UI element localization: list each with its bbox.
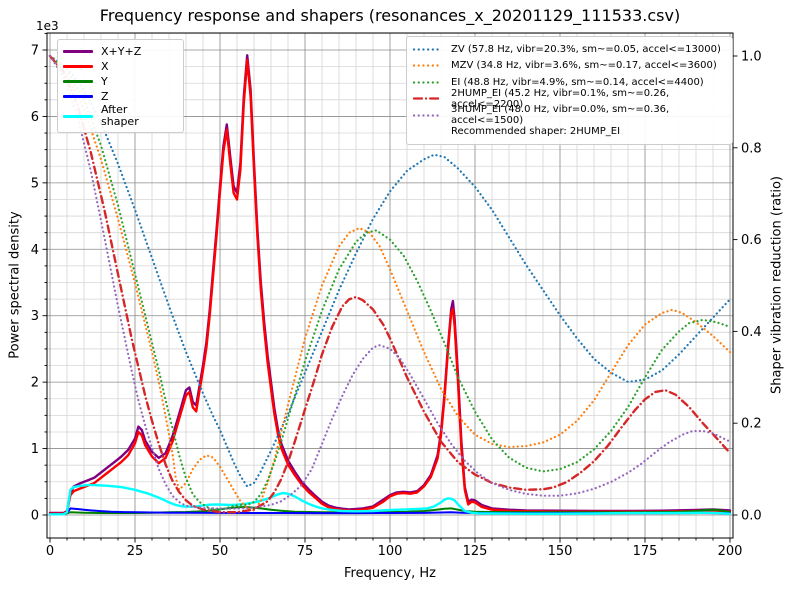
series-after-shaper [48, 483, 732, 516]
series-x [48, 58, 732, 515]
chart-title: Frequency response and shapers (resonanc… [99, 6, 681, 25]
legend-item: X [63, 59, 178, 74]
legend-item-label: EI (48.8 Hz, vibr=4.9%, sm~=0.14, accel<… [451, 76, 704, 88]
legend-line-swatch [413, 48, 443, 51]
series-zv [48, 54, 732, 488]
legend-item-label: X+Y+Z [101, 44, 142, 58]
x-tick-label: 200 [718, 544, 743, 559]
legend-shapers: ZV (57.8 Hz, vibr=20.3%, sm~=0.05, accel… [406, 36, 733, 145]
legend-item-label: Recommended shaper: 2HUMP_EI [451, 126, 621, 138]
legend-item-label: X [101, 59, 109, 73]
legend-item-label: Y [101, 74, 108, 88]
x-tick-label: 125 [463, 544, 488, 559]
x-tick-label: 75 [297, 544, 314, 559]
y-axis-left-label: Power spectral density [7, 211, 23, 359]
legend-item-label: After shaper [101, 103, 139, 128]
legend-line-swatch [63, 65, 93, 68]
y-left-tick-label: 1 [31, 442, 39, 457]
legend-line-swatch [63, 114, 93, 118]
legend-psd: X+Y+Z X Y Z After shaper [57, 39, 184, 133]
y-left-tick-label: 0 [31, 509, 39, 524]
y-axis-offset-label: 1e3 [36, 19, 59, 33]
legend-line-swatch [413, 128, 443, 135]
series-2hump-ei [48, 54, 732, 514]
legend-item-label: 3HUMP_EI (48.0 Hz, vibr=0.0%, sm~=0.36, … [451, 104, 670, 127]
y-left-tick-label: 3 [31, 309, 39, 324]
legend-item: EI (48.8 Hz, vibr=4.9%, sm~=0.14, accel<… [413, 74, 726, 91]
legend-line-swatch [63, 50, 93, 53]
x-axis-label: Frequency, Hz [343, 566, 437, 581]
y-right-tick-label: 1.0 [741, 50, 762, 65]
series-mzv [48, 54, 732, 512]
legend-item: 2HUMP_EI (45.2 Hz, vibr=0.1%, sm~=0.26, … [413, 87, 726, 110]
series-3hump-ei [48, 54, 732, 510]
legend-item-label: ZV (57.8 Hz, vibr=20.3%, sm~=0.05, accel… [451, 43, 721, 55]
legend-item: After shaper [63, 104, 178, 128]
legend-item: Z [63, 89, 178, 104]
legend-line-swatch [413, 114, 443, 117]
legend-item: 3HUMP_EI (48.0 Hz, vibr=0.0%, sm~=0.36, … [413, 104, 726, 127]
series [48, 54, 732, 516]
legend-item: Recommended shaper: 2HUMP_EI [413, 124, 726, 141]
y-left-tick-label: 7 [31, 44, 39, 59]
legend-item-label: MZV (34.8 Hz, vibr=3.6%, sm~=0.17, accel… [451, 60, 717, 72]
legend-line-swatch [413, 97, 443, 100]
legend-line-swatch [63, 80, 93, 83]
y-right-tick-label: 0.2 [741, 417, 762, 432]
x-tick-label: 150 [548, 544, 573, 559]
x-tick-label: 175 [633, 544, 658, 559]
legend-line-swatch [413, 64, 443, 67]
x-tick-label: 50 [212, 544, 229, 559]
y-left-tick-label: 5 [31, 176, 39, 191]
y-left-tick-label: 6 [31, 110, 39, 125]
y-axis-right-label: Shaper vibration reduction (ratio) [769, 176, 785, 394]
legend-item: ZV (57.8 Hz, vibr=20.3%, sm~=0.05, accel… [413, 41, 726, 58]
legend-item-label: 2HUMP_EI (45.2 Hz, vibr=0.1%, sm~=0.26, … [451, 87, 670, 110]
x-tick-label: 100 [378, 544, 403, 559]
legend-item: X+Y+Z [63, 44, 178, 59]
x-tick-label: 0 [46, 544, 54, 559]
legend-item-label: Z [101, 89, 109, 103]
y-right-tick-label: 0.6 [741, 233, 762, 248]
legend-line-swatch [413, 81, 443, 84]
legend-item: Y [63, 74, 178, 89]
legend-item: MZV (34.8 Hz, vibr=3.6%, sm~=0.17, accel… [413, 58, 726, 75]
x-tick-label: 25 [127, 544, 144, 559]
y-left-tick-label: 2 [31, 376, 39, 391]
series-ei [48, 54, 732, 511]
y-right-tick-label: 0.8 [741, 141, 762, 156]
y-left-tick-label: 4 [31, 243, 39, 258]
ticks-and-labels: 0 25 50 75 100 125 150 175 200 0 1 2 3 4 5 6 7 0.0 0.2 0.4 0… [31, 32, 762, 559]
y-right-tick-label: 0.4 [741, 325, 762, 340]
legend-line-swatch [63, 95, 93, 98]
y-right-tick-label: 0.0 [741, 509, 762, 524]
